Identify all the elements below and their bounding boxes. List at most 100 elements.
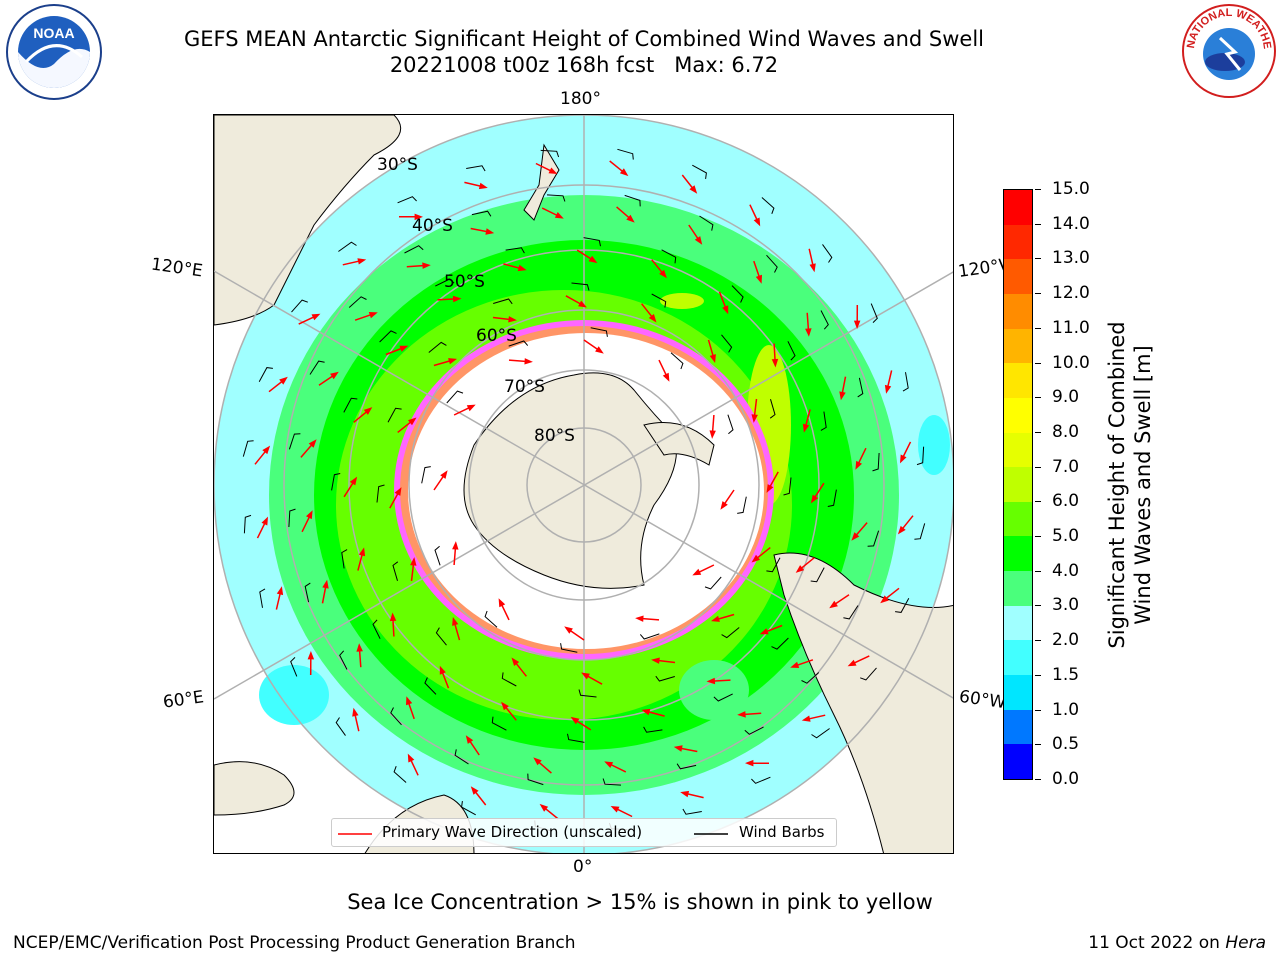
wave-arrow	[641, 303, 654, 319]
wave-arrow-head	[737, 711, 746, 718]
wave-arrow	[765, 624, 783, 633]
wind-barb	[259, 588, 266, 608]
wave-arrow	[441, 671, 450, 689]
wind-barb	[761, 197, 775, 214]
colorbar-tick	[1035, 710, 1041, 711]
wave-arrow-head	[306, 510, 313, 520]
wave-arrow	[711, 414, 715, 433]
wind-barb	[309, 360, 325, 375]
wave-arrow-head	[651, 657, 660, 664]
colorbar-tick-label: 8.0	[1052, 422, 1080, 442]
wind-barb	[501, 672, 517, 687]
wave-arrow	[504, 705, 517, 721]
wave-arrow	[437, 298, 456, 301]
wind-barb	[288, 433, 301, 450]
wave-arrow-head	[709, 430, 716, 439]
wave-arrow	[804, 409, 811, 427]
colorbar-tick-label: 0.5	[1052, 734, 1080, 754]
wave-arrow	[392, 618, 395, 637]
wind-barb	[379, 330, 397, 343]
colorbar-segment	[1004, 536, 1032, 572]
wave-arrow	[768, 471, 779, 489]
wave-arrow-head	[673, 745, 683, 752]
wave-arrow	[841, 376, 847, 395]
wave-arrow	[755, 547, 771, 560]
wind-barb	[810, 567, 825, 583]
colorbar-segment	[1004, 397, 1032, 433]
wind-barb	[583, 237, 601, 247]
chart-title: GEFS MEAN Antarctic Significant Height o…	[183, 27, 985, 51]
wave-arrow	[641, 617, 660, 621]
wave-arrow-head	[802, 423, 810, 433]
wave-arrow-head	[406, 696, 413, 706]
wave-arrow-head	[662, 372, 670, 382]
wave-arrow-head	[466, 404, 476, 412]
wave-arrow-head	[511, 657, 520, 666]
colorbar-tick	[1035, 328, 1041, 329]
wind-barb	[578, 689, 597, 698]
wave-arrow	[385, 347, 403, 356]
wind-barb	[446, 390, 464, 404]
wave-arrow	[647, 710, 665, 717]
wave-arrow-head	[680, 790, 690, 798]
wave-arrow-head	[356, 643, 363, 652]
wind-barb	[682, 808, 702, 815]
wind-barb	[466, 165, 486, 172]
wind-barb	[624, 194, 641, 207]
colorbar-tick-label: 2.0	[1052, 630, 1080, 650]
wave-arrow-head	[880, 595, 889, 604]
colorbar-tick	[1035, 779, 1041, 780]
wave-arrow-head	[311, 313, 321, 321]
wind-barb	[508, 340, 529, 347]
wave-arrow	[901, 441, 912, 459]
wave-arrow	[658, 359, 668, 377]
wave-arrow	[716, 613, 735, 621]
wave-arrow-head	[389, 612, 397, 622]
wave-arrow	[616, 206, 631, 220]
wave-arrow-head	[570, 716, 580, 725]
wave-arrow	[852, 655, 870, 665]
wind-barb	[916, 446, 925, 466]
colorbar-segment	[1004, 190, 1032, 225]
wave-arrow	[301, 515, 311, 533]
wave-arrow	[681, 174, 694, 190]
colorbar-tick-label: 0.0	[1052, 769, 1080, 789]
wave-arrow-head	[352, 707, 359, 717]
colorbar-tick	[1035, 397, 1041, 398]
wind-barb	[243, 514, 252, 534]
wind-barb	[540, 149, 560, 158]
lon-label-60e: 60°E	[161, 687, 206, 713]
wave-arrow-head	[847, 659, 857, 667]
wind-barb	[387, 407, 402, 423]
wave-arrow-head	[408, 417, 417, 426]
wave-arrow-head	[261, 516, 268, 526]
australia	[214, 115, 402, 326]
wind-barb	[771, 637, 789, 650]
wave-arrow-head	[759, 628, 769, 635]
wind-barb	[713, 693, 733, 702]
wave-arrow	[813, 482, 825, 499]
wave-arrow	[743, 712, 762, 716]
field-patch	[679, 660, 749, 720]
wave-arrow	[583, 339, 600, 351]
wave-arrow-head	[564, 626, 573, 634]
wind-barb	[376, 484, 385, 503]
wave-arrow-head	[470, 786, 479, 795]
wave-arrow-head	[722, 305, 729, 315]
wind-barb	[651, 293, 667, 308]
wave-legend-label: Primary Wave Direction (unscaled)	[382, 823, 643, 841]
wind-barb	[661, 249, 677, 264]
wave-arrow-head	[330, 371, 339, 380]
footer-date-text: 11 Oct 2022 on	[1088, 933, 1226, 953]
wave-arrow	[254, 449, 267, 465]
wave-arrow-head	[720, 501, 728, 510]
wave-arrow-head	[795, 565, 805, 573]
colorbar-segment	[1004, 709, 1032, 745]
wave-arrow	[679, 747, 698, 753]
colorbar-tick	[1035, 467, 1041, 468]
wave-arrow	[565, 295, 583, 306]
wave-arrow	[300, 443, 314, 458]
wave-arrow-head	[308, 439, 317, 448]
wind-barb	[461, 801, 476, 816]
wave-arrow-head	[452, 617, 459, 626]
